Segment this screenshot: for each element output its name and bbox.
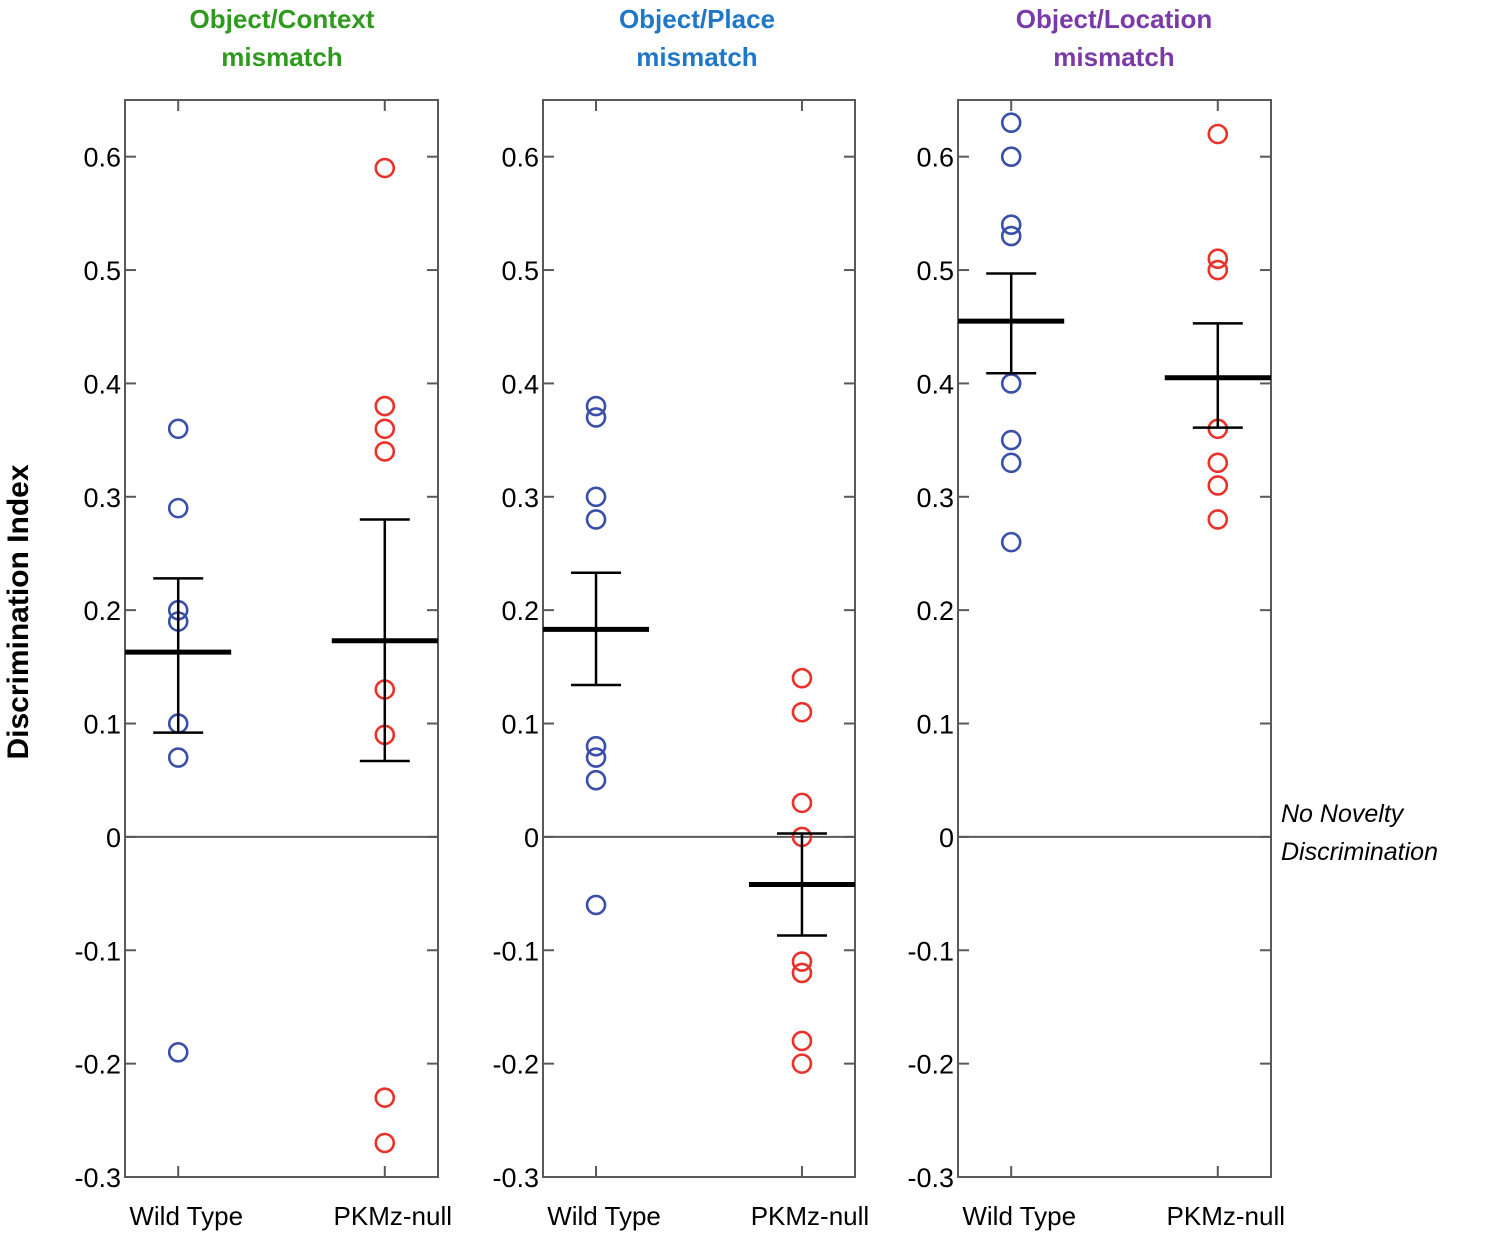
x-category-label: PKMz-null — [334, 1201, 452, 1231]
data-point — [585, 509, 607, 530]
annotation-line-1: No Novelty — [1281, 800, 1405, 828]
panel-title-line-2: mismatch — [1053, 42, 1174, 72]
data-point — [1207, 509, 1229, 530]
data-point — [585, 769, 607, 791]
data-point — [374, 441, 396, 462]
data-point — [167, 418, 189, 440]
y-tick-label: 0.3 — [83, 483, 121, 513]
data-point — [791, 962, 813, 984]
data-point — [1207, 248, 1229, 270]
data-point — [1000, 452, 1022, 474]
x-category-label: PKMz-null — [751, 1201, 869, 1231]
x-category-label: Wild Type — [962, 1201, 1076, 1231]
panel-title-line-2: mismatch — [636, 42, 757, 72]
data-point — [1000, 146, 1022, 167]
data-point — [1207, 259, 1229, 281]
panel-title-line-1: Object/Place — [619, 4, 775, 34]
y-tick-label: 0 — [939, 823, 954, 853]
panel-1: Object/Context mismatch -0.3 -0.2 -0.1 0 0.1 0.… — [74, 4, 452, 1231]
data-point — [1207, 475, 1229, 496]
data-point — [791, 701, 813, 723]
y-tick-label: 0.5 — [501, 256, 539, 286]
y-tick-label: 0.6 — [83, 143, 121, 173]
y-tick-label: -0.3 — [907, 1163, 954, 1193]
data-point — [374, 395, 396, 417]
plot-frame — [957, 99, 1272, 1178]
chart-panels: Object/Context mismatch -0.3 -0.2 -0.1 0 0.1 0.… — [74, 4, 1285, 1231]
panel-2: Object/Place mismatch -0.3 -0.2 -0.1 0 0.1 0.2 0… — [492, 4, 869, 1231]
y-tick-label: 0.1 — [916, 710, 954, 740]
data-point — [1000, 112, 1022, 133]
y-tick-label: -0.1 — [907, 936, 954, 966]
y-tick-label: -0.1 — [74, 936, 121, 966]
data-point — [585, 407, 607, 428]
y-tick-label: -0.2 — [74, 1050, 121, 1080]
y-tick-label: 0.5 — [83, 256, 121, 286]
y-tick-label: 0.2 — [83, 596, 121, 626]
panel-title-line-1: Object/Context — [190, 4, 375, 34]
x-category-label: Wild Type — [547, 1201, 661, 1231]
y-tick-label: 0.4 — [501, 369, 539, 399]
data-point — [1000, 225, 1022, 247]
data-point — [1000, 373, 1022, 394]
y-tick-label: 0 — [106, 823, 121, 853]
data-point — [374, 157, 396, 179]
data-point — [1000, 429, 1022, 451]
y-tick-label: 0.6 — [916, 143, 954, 173]
data-point — [1000, 214, 1022, 236]
data-point — [167, 747, 189, 768]
y-axis-label: Discrimination Index — [2, 464, 35, 759]
y-tick-label: 0 — [524, 823, 539, 853]
y-tick-label: -0.3 — [492, 1163, 539, 1193]
data-point — [1000, 531, 1022, 553]
y-tick-label: -0.1 — [492, 936, 539, 966]
y-tick-label: -0.2 — [492, 1050, 539, 1080]
plot-frame — [542, 99, 856, 1178]
data-point — [1207, 452, 1229, 474]
data-point — [1207, 123, 1229, 145]
panel-title-line-1: Object/Location — [1016, 4, 1212, 34]
y-tick-label: 0.2 — [501, 596, 539, 626]
data-point — [585, 735, 607, 757]
y-tick-label: 0.4 — [916, 369, 954, 399]
y-tick-label: 0.2 — [916, 596, 954, 626]
y-tick-label: 0.5 — [916, 256, 954, 286]
y-tick-label: 0.6 — [501, 143, 539, 173]
data-point — [791, 792, 813, 814]
data-point — [791, 667, 813, 689]
plot-frame — [124, 99, 439, 1178]
data-point — [585, 486, 607, 508]
y-tick-label: 0.3 — [916, 483, 954, 513]
data-point — [791, 951, 813, 972]
data-point — [167, 1041, 189, 1063]
data-point — [585, 395, 607, 417]
y-tick-label: 0.1 — [501, 710, 539, 740]
data-point — [791, 1053, 813, 1074]
panel-3: Object/Location mismatch -0.3 -0.2 -0.1 0 0.1 0… — [907, 4, 1285, 1231]
data-point — [585, 747, 607, 768]
data-point — [167, 497, 189, 519]
y-tick-label: 0.1 — [83, 710, 121, 740]
y-tick-label: -0.2 — [907, 1050, 954, 1080]
x-category-label: Wild Type — [129, 1201, 243, 1231]
data-point — [374, 418, 396, 440]
data-point — [374, 1087, 396, 1108]
data-point — [791, 1030, 813, 1052]
y-tick-label: 0.3 — [501, 483, 539, 513]
panel-title-line-2: mismatch — [221, 42, 342, 72]
y-tick-label: 0.4 — [83, 369, 121, 399]
x-category-label: PKMz-null — [1167, 1201, 1285, 1231]
data-point — [374, 1132, 396, 1154]
y-tick-label: -0.3 — [74, 1163, 121, 1193]
annotation-line-2: Discrimination — [1281, 838, 1438, 866]
data-point — [585, 894, 607, 916]
